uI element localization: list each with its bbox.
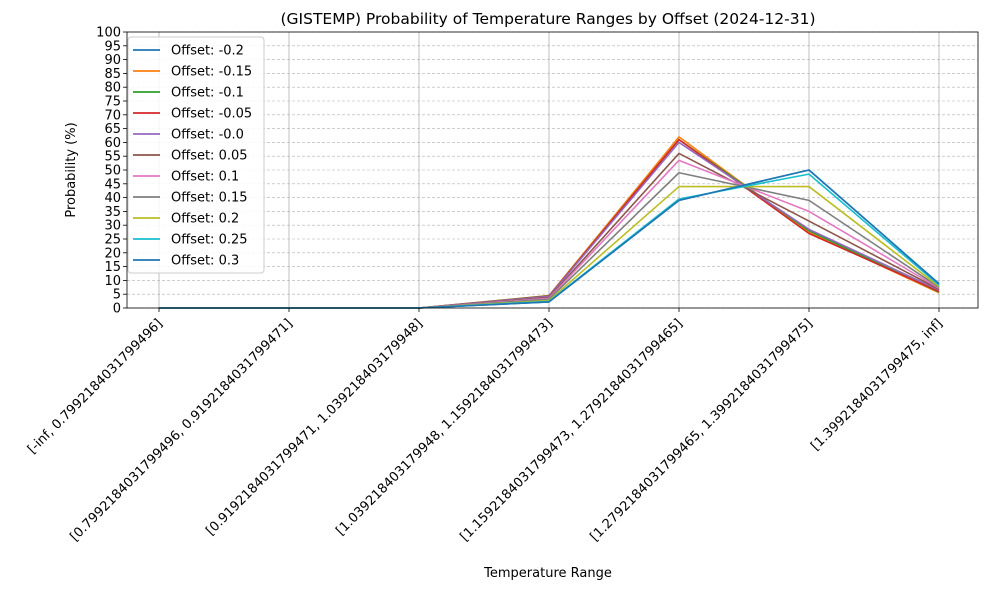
chart-title: (GISTEMP) Probability of Temperature Ran…	[281, 10, 816, 28]
y-tick-label: 25	[104, 233, 121, 248]
x-tick-label: [1.2792184031799465, 1.3992184031799475]	[588, 316, 816, 544]
y-tick-label: 100	[96, 26, 121, 41]
legend-label: Offset: -0.2	[171, 44, 244, 59]
legend-box	[127, 36, 265, 274]
legend-label: Offset: -0.05	[171, 107, 252, 122]
y-tick-label: 20	[104, 246, 121, 261]
legend-label: Offset: 0.1	[171, 170, 239, 185]
y-tick-label: 0	[113, 302, 121, 317]
x-axis-label: Temperature Range	[483, 566, 612, 581]
y-axis-ticks: 0510152025303540455055606570758085909510…	[96, 26, 127, 317]
y-tick-label: 40	[104, 191, 121, 206]
y-tick-label: 70	[104, 108, 121, 123]
y-tick-label: 30	[104, 219, 121, 234]
y-axis-label: Probability (%)	[64, 122, 79, 217]
y-tick-label: 90	[104, 53, 121, 68]
x-tick-label: [-inf, 0.7992184031799496]	[25, 316, 166, 457]
y-tick-label: 75	[104, 95, 121, 110]
legend-label: Offset: 0.25	[171, 233, 248, 248]
y-tick-label: 10	[104, 274, 121, 289]
y-tick-label: 95	[104, 39, 121, 54]
legend-label: Offset: -0.0	[171, 128, 244, 143]
legend-label: Offset: 0.2	[171, 212, 239, 227]
legend-label: Offset: 0.3	[171, 254, 239, 269]
y-tick-label: 35	[104, 205, 121, 220]
y-tick-label: 65	[104, 122, 121, 137]
y-tick-label: 60	[104, 136, 121, 151]
legend-label: Offset: -0.15	[171, 65, 252, 80]
y-tick-label: 55	[104, 150, 121, 165]
x-tick-label: [1.039218403179948, 1.1592184031799473]	[333, 316, 555, 538]
y-tick-label: 5	[113, 288, 121, 303]
x-tick-label: [0.7992184031799496, 0.9192184031799471]	[68, 316, 296, 544]
y-tick-label: 15	[104, 260, 121, 275]
legend: Offset: -0.2 Offset: -0.15 Offset: -0.1 Off…	[127, 36, 265, 274]
x-tick-label: [1.3992184031799475, inf]	[808, 316, 946, 454]
legend-label: Offset: 0.05	[171, 149, 248, 164]
x-axis-ticks: [-inf, 0.7992184031799496][0.79921840317…	[25, 308, 946, 545]
y-tick-label: 80	[104, 81, 121, 96]
legend-label: Offset: -0.1	[171, 86, 244, 101]
y-tick-label: 85	[104, 67, 121, 82]
x-tick-label: [1.1592184031799473, 1.2792184031799465]	[458, 316, 686, 544]
y-tick-label: 45	[104, 177, 121, 192]
y-tick-label: 50	[104, 164, 121, 179]
x-tick-label: [0.9192184031799471, 1.039218403179948]	[203, 316, 425, 538]
legend-label: Offset: 0.15	[171, 191, 248, 206]
